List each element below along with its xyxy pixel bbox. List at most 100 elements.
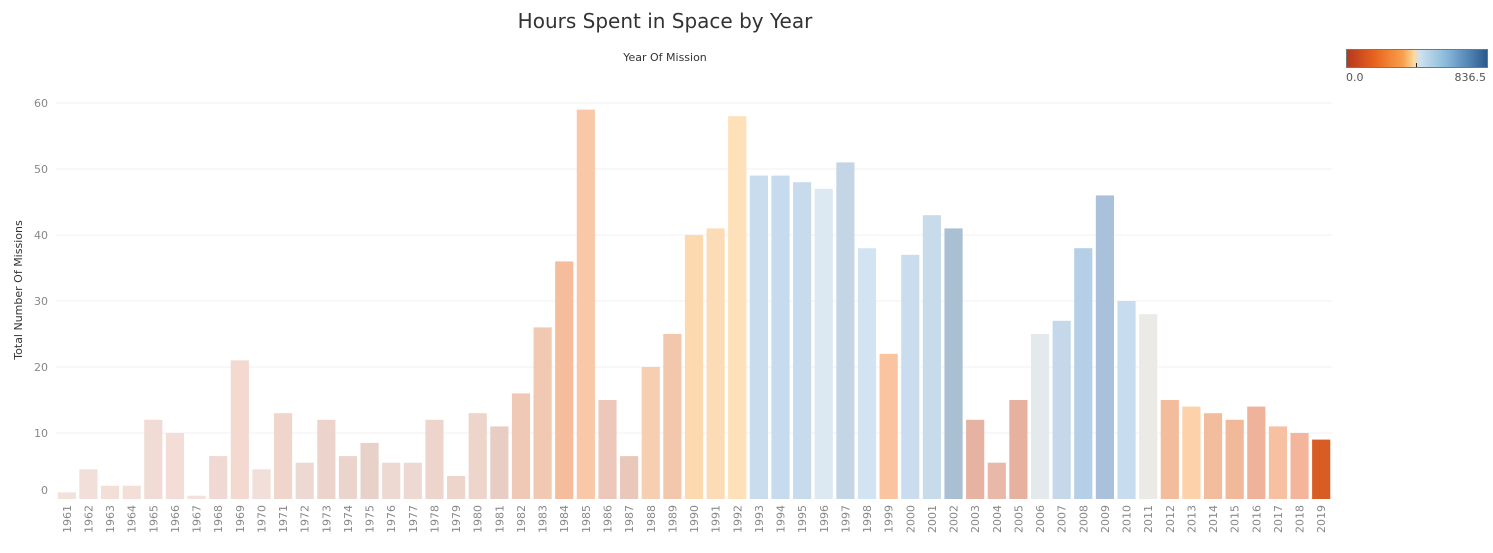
bar-1978[interactable] bbox=[425, 419, 444, 499]
x-tick-label: 1997 bbox=[839, 505, 852, 533]
bar-1997[interactable] bbox=[836, 162, 855, 499]
x-tick-label: 2007 bbox=[1056, 505, 1069, 533]
y-tick-label: 50 bbox=[34, 163, 48, 176]
y-tick-label: 60 bbox=[34, 97, 48, 110]
bar-2013[interactable] bbox=[1182, 406, 1201, 499]
bar-1967[interactable] bbox=[187, 495, 206, 499]
bar-2003[interactable] bbox=[966, 419, 985, 499]
x-tick-label: 2002 bbox=[948, 505, 961, 533]
bar-1970[interactable] bbox=[252, 469, 271, 499]
x-tick-label: 1985 bbox=[580, 505, 593, 533]
bar-1964[interactable] bbox=[122, 485, 141, 499]
x-tick-label: 1964 bbox=[126, 505, 139, 533]
bar-1990[interactable] bbox=[684, 235, 704, 499]
bar-2017[interactable] bbox=[1268, 426, 1288, 499]
x-tick-label: 1998 bbox=[861, 505, 874, 533]
x-tick-label: 1991 bbox=[710, 505, 723, 533]
bar-2010[interactable] bbox=[1117, 301, 1136, 499]
x-axis: 1961 1962 1963 1964 1965 1966 1967 1968 1969 1970… bbox=[61, 505, 1328, 533]
x-tick-label: 1981 bbox=[493, 505, 506, 533]
bar-1973[interactable] bbox=[317, 419, 336, 499]
bar-1992[interactable] bbox=[728, 116, 747, 499]
bar-1968[interactable] bbox=[209, 456, 228, 499]
x-tick-label: 2003 bbox=[969, 505, 982, 533]
bar-1981[interactable] bbox=[490, 426, 509, 499]
x-tick-label: 1976 bbox=[385, 505, 398, 533]
x-tick-label: 1965 bbox=[147, 505, 160, 533]
bar-2015[interactable] bbox=[1225, 419, 1244, 499]
x-tick-label: 2018 bbox=[1294, 505, 1307, 533]
x-tick-label: 1963 bbox=[104, 505, 117, 533]
x-tick-label: 2004 bbox=[991, 505, 1004, 533]
bar-1989[interactable] bbox=[663, 334, 682, 499]
bar-1991[interactable] bbox=[706, 228, 725, 499]
bar-2001[interactable] bbox=[922, 215, 941, 499]
x-tick-label: 2011 bbox=[1142, 505, 1155, 533]
bar-2004[interactable] bbox=[987, 462, 1006, 499]
bar-2008[interactable] bbox=[1074, 248, 1093, 499]
bar-1975[interactable] bbox=[360, 442, 379, 499]
bar-1972[interactable] bbox=[295, 462, 314, 499]
legend-min-label: 0.0 bbox=[1346, 71, 1364, 84]
x-tick-label: 1987 bbox=[623, 505, 636, 533]
bar-1979[interactable] bbox=[447, 475, 466, 499]
x-tick-label: 1972 bbox=[299, 505, 312, 533]
bar-2014[interactable] bbox=[1203, 413, 1223, 499]
bar-1966[interactable] bbox=[165, 433, 185, 499]
bar-1971[interactable] bbox=[274, 413, 293, 499]
x-tick-label: 1978 bbox=[428, 505, 441, 533]
x-tick-label: 1989 bbox=[666, 505, 679, 533]
bar-1977[interactable] bbox=[403, 462, 422, 499]
bar-1976[interactable] bbox=[382, 462, 401, 499]
bar-2005[interactable] bbox=[1009, 400, 1028, 499]
bar-1993[interactable] bbox=[749, 175, 768, 499]
y-tick-label: 0 bbox=[41, 484, 48, 497]
bar-2016[interactable] bbox=[1247, 406, 1266, 499]
bar-2002[interactable] bbox=[944, 228, 963, 499]
legend-gradient-bar bbox=[1346, 49, 1488, 68]
bar-1994[interactable] bbox=[771, 175, 790, 499]
bar-1962[interactable] bbox=[79, 469, 98, 499]
bar-1996[interactable] bbox=[814, 188, 833, 500]
bar-2009[interactable] bbox=[1095, 195, 1114, 499]
x-tick-label: 2017 bbox=[1272, 505, 1285, 533]
bar-2018[interactable] bbox=[1290, 433, 1309, 499]
x-tick-label: 1967 bbox=[191, 505, 204, 533]
x-tick-label: 1992 bbox=[731, 505, 744, 533]
bar-1961[interactable] bbox=[57, 492, 76, 499]
chart-title: Hours Spent in Space by Year bbox=[517, 9, 813, 33]
x-tick-label: 1975 bbox=[364, 505, 377, 533]
bar-1963[interactable] bbox=[100, 485, 120, 499]
x-tick-label: 1968 bbox=[212, 505, 225, 533]
y-tick-label: 40 bbox=[34, 229, 48, 242]
bar-1988[interactable] bbox=[641, 367, 660, 499]
color-legend[interactable]: 0.0 836.5 bbox=[1346, 49, 1488, 99]
x-tick-label: 1970 bbox=[255, 505, 268, 533]
bar-1986[interactable] bbox=[598, 400, 617, 499]
bar-2019[interactable] bbox=[1312, 439, 1331, 499]
bar-1984[interactable] bbox=[555, 261, 574, 499]
bar-1985[interactable] bbox=[576, 109, 595, 499]
bar-2007[interactable] bbox=[1052, 320, 1071, 499]
bar-1995[interactable] bbox=[793, 182, 812, 499]
bar-1983[interactable] bbox=[533, 327, 552, 499]
bar-1974[interactable] bbox=[338, 456, 358, 499]
x-tick-label: 2013 bbox=[1185, 505, 1198, 533]
bar-1999[interactable] bbox=[879, 353, 898, 499]
bar-1982[interactable] bbox=[511, 393, 531, 499]
bar-2012[interactable] bbox=[1160, 400, 1179, 499]
bar-1969[interactable] bbox=[230, 360, 249, 499]
bar-2011[interactable] bbox=[1139, 314, 1158, 499]
x-tick-label: 1977 bbox=[407, 505, 420, 533]
bar-1980[interactable] bbox=[468, 413, 487, 499]
bar-1998[interactable] bbox=[857, 248, 877, 499]
x-tick-label: 1962 bbox=[82, 505, 95, 533]
x-tick-label: 2010 bbox=[1121, 505, 1134, 533]
bar-1965[interactable] bbox=[144, 419, 163, 499]
legend-max-label: 836.5 bbox=[1454, 71, 1487, 84]
x-tick-label: 1974 bbox=[342, 505, 355, 533]
bar-2000[interactable] bbox=[901, 254, 920, 499]
bar-1987[interactable] bbox=[620, 456, 639, 499]
bar-2006[interactable] bbox=[1030, 334, 1050, 499]
x-tick-label: 2008 bbox=[1077, 505, 1090, 533]
